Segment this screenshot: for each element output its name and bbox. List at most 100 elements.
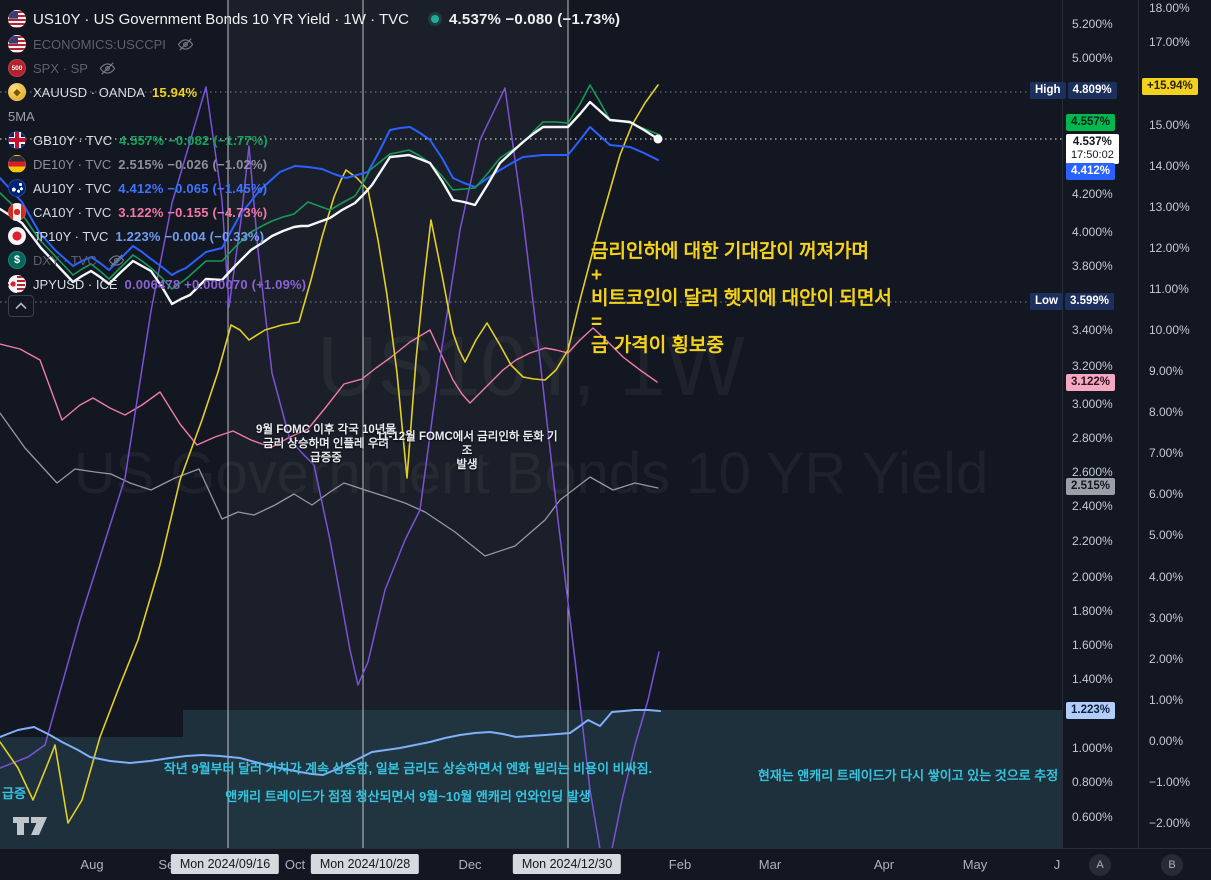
month-label: Dec	[458, 857, 482, 872]
chart-pane[interactable]: US10Y, 1W US Government Bonds 10 YR Yiel…	[0, 0, 1062, 848]
scale-tick: 5.000%	[1072, 51, 1113, 65]
chart-canvas[interactable]	[0, 0, 1062, 848]
price-label: High 4.809%	[1030, 82, 1117, 99]
annotation-fomc-september[interactable]: 9월 FOMC 이후 각국 10년물 금리 상승하며 인플레 우려 급증중	[256, 424, 396, 464]
scale-tick: 0.800%	[1072, 775, 1113, 789]
scale-tick: 4.000%	[1072, 225, 1113, 239]
legend-row-dxy[interactable]: $ DXY · TVC	[8, 248, 131, 272]
eye-hidden-icon[interactable]	[108, 252, 125, 269]
price-label: Low 3.599%	[1030, 293, 1115, 310]
legend-row-spx[interactable]: 500 SPX · SP	[8, 56, 122, 80]
scale-tick: 17.00%	[1149, 35, 1190, 49]
legend-row-us10y[interactable]: US10Y · US Government Bonds 10 YR Yield …	[8, 6, 626, 32]
date-marker-chip: Mon 2024/09/16	[170, 854, 280, 874]
scale-tick: 10.00%	[1149, 323, 1190, 337]
series-jp10y[interactable]	[0, 709, 661, 776]
series-de10y[interactable]	[0, 412, 659, 557]
price-label: +15.94%	[1142, 78, 1198, 95]
scale-tick: 13.00%	[1149, 200, 1190, 214]
scale-tick: 3.400%	[1072, 323, 1113, 337]
scale-tick: 3.000%	[1072, 397, 1113, 411]
scale-tick: 0.600%	[1072, 810, 1113, 824]
eye-hidden-icon[interactable]	[99, 60, 116, 77]
annotation-fomc-nov-dec[interactable]: 11-12월 FOMC에서 금리인하 둔화 기조 발생	[376, 431, 558, 471]
scale-tick: 1.400%	[1072, 672, 1113, 686]
date-marker-chip: Mon 2024/10/28	[310, 854, 420, 874]
tradingview-logo[interactable]	[12, 814, 48, 841]
sp500-icon: 500	[8, 59, 26, 77]
scale-mode-button-a[interactable]: A	[1089, 854, 1111, 876]
scale-tick: 5.200%	[1072, 17, 1113, 31]
germany-flag-icon	[8, 155, 26, 173]
scale-mode-button-b[interactable]: B	[1161, 854, 1183, 876]
us-flag-icon	[8, 10, 26, 28]
legend-collapse-button[interactable]	[8, 295, 34, 317]
legend-row-gb10y[interactable]: GB10Y · TVC 4.557% −0.082 (−1.77%)	[8, 128, 274, 152]
scale-tick: 2.400%	[1072, 499, 1113, 513]
annotation-carry-trade-1[interactable]: 작년 9월부터 달러 가치가 계속 상승함, 일본 금리도 상승하면서 엔화 빌…	[163, 761, 653, 776]
date-marker-chip: Mon 2024/12/30	[512, 854, 622, 874]
percent-price-scale[interactable]: 18.00% 17.00% 15.00% 14.00% 13.00% 12.00% 11.0…	[1138, 0, 1211, 848]
market-status-icon	[428, 12, 442, 26]
price-label: 1.223%	[1066, 702, 1116, 719]
annotation-clipped-left[interactable]: 급증	[2, 786, 26, 801]
price-label: 2.515%	[1066, 478, 1116, 495]
scale-tick: 2.800%	[1072, 431, 1113, 445]
month-label: May	[962, 857, 988, 872]
price-label: 4.557%	[1066, 114, 1116, 131]
legend: US10Y · US Government Bonds 10 YR Yield …	[8, 6, 626, 296]
series-gb10y[interactable]	[0, 84, 661, 290]
eye-hidden-icon[interactable]	[177, 36, 194, 53]
gold-icon: ◆	[8, 83, 26, 101]
legend-row-5ma[interactable]: 5MA	[8, 108, 35, 124]
watermark-description: US Government Bonds 10 YR Yield	[73, 441, 989, 506]
scale-tick: 4.00%	[1149, 570, 1184, 584]
series-xauusd[interactable]	[0, 84, 659, 824]
legend-row-au10y[interactable]: AU10Y · TVC 4.412% −0.065 (−1.45%)	[8, 176, 273, 200]
symbol-title[interactable]: US10Y · US Government Bonds 10 YR Yield …	[33, 10, 409, 28]
scale-tick: 2.00%	[1149, 652, 1184, 666]
chevron-up-icon	[15, 302, 27, 310]
legend-row-usccpi[interactable]: ECONOMICS:USCCPI	[8, 32, 200, 56]
scale-tick: 4.200%	[1072, 187, 1113, 201]
legend-row-de10y[interactable]: DE10Y · TVC 2.515% −0.026 (−1.02%)	[8, 152, 273, 176]
jpyusd-values: 0.006478 +0.000070 (+1.09%)	[124, 276, 307, 292]
series-au10y[interactable]	[0, 126, 659, 276]
price-label-tag: High	[1030, 82, 1066, 99]
price-label-value: 1.223%	[1066, 702, 1116, 719]
scale-tick: 1.600%	[1072, 638, 1113, 652]
scale-tick: 1.000%	[1072, 741, 1113, 755]
legend-row-xauusd[interactable]: ◆ XAUUSD · OANDA 15.94%	[8, 80, 203, 104]
scale-tick: −2.00%	[1149, 816, 1191, 830]
series-us10y[interactable]	[0, 100, 660, 306]
scale-tick: 15.00%	[1149, 118, 1190, 132]
scale-tick: 3.00%	[1149, 611, 1184, 625]
scale-tick: 5.00%	[1149, 528, 1184, 542]
scale-tick: 0.00%	[1149, 734, 1184, 748]
jp10y-values: 1.223% −0.004 (−0.33%)	[115, 228, 265, 244]
legend-row-jpyusd[interactable]: JPYUSD · ICE 0.006478 +0.000070 (+1.09%)	[8, 272, 312, 296]
annotation-carry-trade-2[interactable]: 앤캐리 트레이드가 점점 청산되면서 9월~10월 앤캐리 언와인딩 발생	[225, 789, 591, 804]
au10y-values: 4.412% −0.065 (−1.45%)	[118, 180, 268, 196]
scale-tick: 9.00%	[1149, 364, 1184, 378]
scale-tick: 8.00%	[1149, 405, 1184, 419]
scale-tick: 3.800%	[1072, 259, 1113, 273]
month-label: Oct	[284, 857, 306, 872]
price-label-value: 4.809%	[1067, 82, 1117, 99]
legend-row-ca10y[interactable]: CA10Y · TVC 3.122% −0.155 (−4.73%)	[8, 200, 273, 224]
yield-price-scale[interactable]: 5.200% 5.000% 4.200% 4.000% 3.800% 3.400% 3.20…	[1030, 0, 1138, 848]
price-label-value: 2.515%	[1066, 478, 1116, 495]
annotation-gold-sideways[interactable]: 금리인하에 대한 기대감이 꺼져가며 + 비트코인이 달러 헷지에 대안이 되면…	[591, 241, 892, 356]
scale-tick: 6.00%	[1149, 487, 1184, 501]
price-label-value: 4.557%	[1066, 114, 1116, 131]
gb10y-values: 4.557% −0.082 (−1.77%)	[119, 132, 268, 148]
uk-flag-icon	[8, 131, 26, 149]
note-box[interactable]	[183, 710, 1062, 848]
series-ca10y[interactable]	[0, 327, 658, 448]
annotation-carry-trade-3[interactable]: 현재는 앤캐리 트레이드가 다시 쌓이고 있는 것으로 추정	[757, 768, 1059, 783]
japan-flag-icon	[8, 227, 26, 245]
dollar-index-icon: $	[8, 251, 26, 269]
legend-row-jp10y[interactable]: JP10Y · TVC 1.223% −0.004 (−0.33%)	[8, 224, 270, 248]
time-axis[interactable]: AugSepOctDecFebMarAprMayJMon 2024/09/16M…	[0, 848, 1211, 880]
